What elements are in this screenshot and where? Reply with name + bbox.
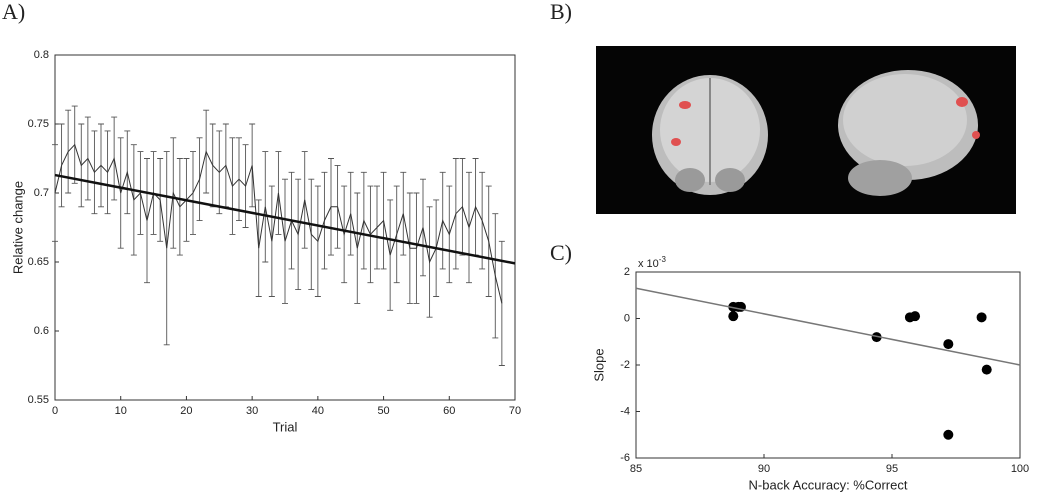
multiplier-base: x 10: [638, 258, 659, 270]
data-point: [943, 339, 954, 350]
y-tick-label: -4: [620, 405, 630, 417]
y-tick-label: 0.8: [34, 49, 49, 61]
y-axis-label: Relative change: [10, 181, 25, 274]
panel-label: B): [550, 0, 572, 24]
y-tick-label: -2: [620, 359, 630, 371]
y-tick-label: 0.55: [28, 394, 49, 406]
x-tick-label: 95: [886, 463, 898, 475]
data-line: [54, 143, 503, 304]
x-tick-label: 100: [1011, 463, 1029, 475]
x-tick-label: 20: [180, 405, 192, 417]
panel-label: A): [2, 0, 25, 24]
x-tick-label: 30: [246, 405, 258, 417]
y-axis-label: Slope: [591, 348, 606, 381]
data-point: [943, 429, 954, 440]
brain-image: [596, 46, 1016, 214]
x-tick-label: 10: [115, 405, 127, 417]
regression-line: [635, 287, 1021, 366]
y-tick-label: -6: [620, 452, 630, 464]
y-tick-label: 0.65: [28, 256, 49, 268]
data-point: [976, 312, 987, 323]
axis-multiplier: x 10-3: [638, 255, 666, 270]
panel-label: C): [550, 240, 572, 265]
y-tick-label: 0: [624, 312, 630, 324]
x-axis-label: Trial: [273, 419, 298, 434]
multiplier-exponent: -3: [659, 255, 667, 264]
x-axis-label: N-back Accuracy: %Correct: [749, 477, 908, 492]
x-tick-label: 50: [377, 405, 389, 417]
y-tick-label: 0.6: [34, 325, 49, 337]
x-tick-label: 0: [52, 405, 58, 417]
x-tick-label: 85: [630, 463, 642, 475]
data-point: [728, 311, 739, 322]
x-tick-label: 90: [758, 463, 770, 475]
x-tick-label: 60: [443, 405, 455, 417]
x-tick-label: 70: [509, 405, 521, 417]
y-tick-label: 0.75: [28, 118, 49, 130]
data-point: [981, 364, 992, 375]
data-point: [910, 311, 921, 322]
y-tick-label: 0.7: [34, 187, 49, 199]
y-tick-label: 2: [624, 266, 630, 278]
x-tick-label: 40: [312, 405, 324, 417]
regression-line: [54, 173, 516, 265]
